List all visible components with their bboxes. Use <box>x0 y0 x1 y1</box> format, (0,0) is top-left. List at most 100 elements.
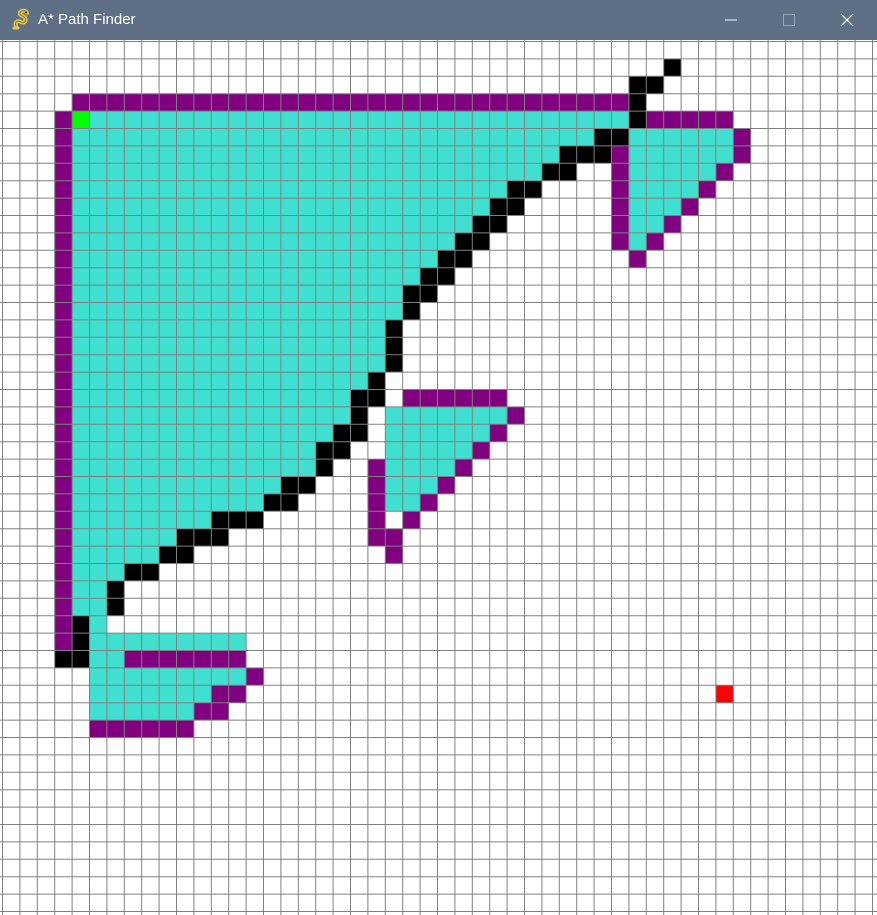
closed-set-node[interactable] <box>420 406 438 425</box>
open-set-node[interactable] <box>54 424 73 442</box>
closed-set-node[interactable] <box>263 250 281 268</box>
closed-set-node[interactable] <box>228 372 247 390</box>
barrier-node[interactable] <box>402 285 421 303</box>
open-set-node[interactable] <box>246 93 264 112</box>
closed-set-node[interactable] <box>106 476 125 494</box>
closed-set-node[interactable] <box>89 232 107 251</box>
closed-set-node[interactable] <box>437 215 455 233</box>
closed-set-node[interactable] <box>159 232 177 251</box>
closed-set-node[interactable] <box>141 406 160 425</box>
closed-set-node[interactable] <box>333 198 351 216</box>
closed-set-node[interactable] <box>280 406 299 425</box>
closed-set-node[interactable] <box>263 372 281 390</box>
closed-set-node[interactable] <box>193 285 212 303</box>
closed-set-node[interactable] <box>280 424 299 442</box>
open-set-node[interactable] <box>54 111 73 129</box>
closed-set-node[interactable] <box>89 633 107 651</box>
closed-set-node[interactable] <box>420 476 438 494</box>
open-set-node[interactable] <box>54 319 73 338</box>
closed-set-node[interactable] <box>524 145 542 164</box>
barrier-node[interactable] <box>420 285 438 303</box>
closed-set-node[interactable] <box>141 511 160 529</box>
barrier-node[interactable] <box>333 441 351 460</box>
closed-set-node[interactable] <box>367 163 386 181</box>
open-set-node[interactable] <box>385 93 403 112</box>
closed-set-node[interactable] <box>106 354 125 373</box>
closed-set-node[interactable] <box>176 633 194 651</box>
closed-set-node[interactable] <box>437 406 455 425</box>
closed-set-node[interactable] <box>681 145 699 164</box>
closed-set-node[interactable] <box>315 232 334 251</box>
barrier-node[interactable] <box>576 145 595 164</box>
closed-set-node[interactable] <box>141 267 160 286</box>
open-set-node[interactable] <box>141 720 160 738</box>
closed-set-node[interactable] <box>124 424 142 442</box>
open-set-node[interactable] <box>54 128 73 146</box>
open-set-node[interactable] <box>437 476 455 494</box>
closed-set-node[interactable] <box>350 354 368 373</box>
closed-set-node[interactable] <box>350 128 368 146</box>
closed-set-node[interactable] <box>89 650 107 668</box>
closed-set-node[interactable] <box>437 232 455 251</box>
closed-set-node[interactable] <box>89 372 107 390</box>
open-set-node[interactable] <box>367 493 386 512</box>
closed-set-node[interactable] <box>89 302 107 320</box>
closed-set-node[interactable] <box>211 406 229 425</box>
closed-set-node[interactable] <box>124 319 142 338</box>
barrier-node[interactable] <box>489 215 508 233</box>
barrier-node[interactable] <box>437 267 455 286</box>
closed-set-node[interactable] <box>141 702 160 721</box>
closed-set-node[interactable] <box>246 441 264 460</box>
closed-set-node[interactable] <box>350 285 368 303</box>
closed-set-node[interactable] <box>176 459 194 477</box>
closed-set-node[interactable] <box>385 250 403 268</box>
closed-set-node[interactable] <box>367 198 386 216</box>
closed-set-node[interactable] <box>159 441 177 460</box>
barrier-node[interactable] <box>350 424 368 442</box>
closed-set-node[interactable] <box>72 319 90 338</box>
closed-set-node[interactable] <box>141 319 160 338</box>
closed-set-node[interactable] <box>646 163 664 181</box>
closed-set-node[interactable] <box>72 546 90 564</box>
closed-set-node[interactable] <box>437 111 455 129</box>
closed-set-node[interactable] <box>298 441 316 460</box>
closed-set-node[interactable] <box>89 180 107 199</box>
closed-set-node[interactable] <box>141 232 160 251</box>
closed-set-node[interactable] <box>72 563 90 581</box>
closed-set-node[interactable] <box>576 128 595 146</box>
barrier-node[interactable] <box>594 145 612 164</box>
barrier-node[interactable] <box>385 337 403 355</box>
open-set-node[interactable] <box>54 615 73 634</box>
closed-set-node[interactable] <box>176 337 194 355</box>
closed-set-node[interactable] <box>211 424 229 442</box>
closed-set-node[interactable] <box>333 128 351 146</box>
closed-set-node[interactable] <box>663 163 682 181</box>
closed-set-node[interactable] <box>228 459 247 477</box>
closed-set-node[interactable] <box>72 441 90 460</box>
closed-set-node[interactable] <box>159 354 177 373</box>
closed-set-node[interactable] <box>106 198 125 216</box>
closed-set-node[interactable] <box>333 372 351 390</box>
closed-set-node[interactable] <box>141 198 160 216</box>
open-set-node[interactable] <box>715 163 734 181</box>
closed-set-node[interactable] <box>454 215 473 233</box>
barrier-node[interactable] <box>559 145 577 164</box>
closed-set-node[interactable] <box>176 145 194 164</box>
closed-set-node[interactable] <box>228 111 247 129</box>
closed-set-node[interactable] <box>541 128 560 146</box>
closed-set-node[interactable] <box>246 354 264 373</box>
closed-set-node[interactable] <box>228 302 247 320</box>
closed-set-node[interactable] <box>454 145 473 164</box>
closed-set-node[interactable] <box>315 128 334 146</box>
closed-set-node[interactable] <box>176 424 194 442</box>
closed-set-node[interactable] <box>159 459 177 477</box>
barrier-node[interactable] <box>333 424 351 442</box>
closed-set-node[interactable] <box>263 163 281 181</box>
open-set-node[interactable] <box>193 702 212 721</box>
open-set-node[interactable] <box>611 215 629 233</box>
open-set-node[interactable] <box>350 93 368 112</box>
closed-set-node[interactable] <box>280 267 299 286</box>
open-set-node[interactable] <box>698 111 716 129</box>
closed-set-node[interactable] <box>472 111 490 129</box>
closed-set-node[interactable] <box>228 267 247 286</box>
